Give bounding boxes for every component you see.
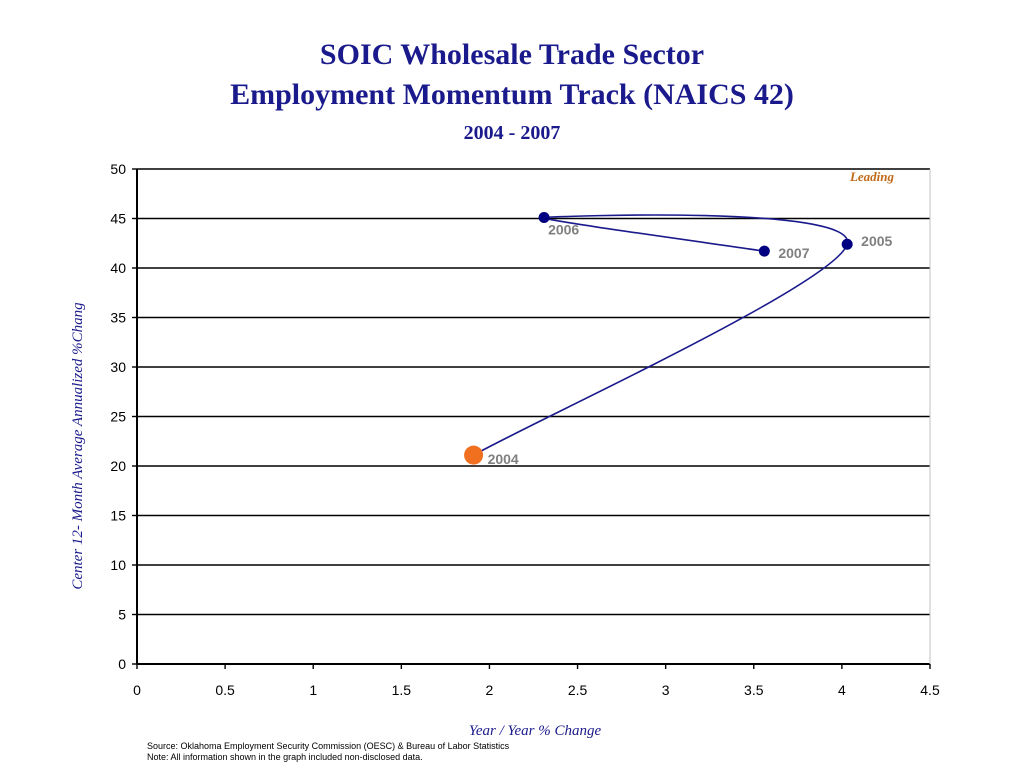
point-label-2007: 2007 bbox=[778, 245, 809, 261]
chart-title-line-2: Employment Momentum Track (NAICS 42) bbox=[230, 78, 794, 111]
x-tick-label: 3.5 bbox=[744, 682, 764, 698]
y-tick-label: 35 bbox=[110, 310, 126, 326]
x-tick-label: 4 bbox=[838, 682, 846, 698]
chart-title-line-1: SOIC Wholesale Trade Sector bbox=[319, 38, 705, 71]
disclosure-note: Note: All information shown in the graph… bbox=[147, 752, 423, 762]
y-tick-label: 20 bbox=[110, 458, 126, 474]
y-tick-label: 40 bbox=[110, 260, 126, 276]
x-tick-label: 3 bbox=[662, 682, 670, 698]
x-tick-label: 0 bbox=[133, 682, 141, 698]
point-label-2005: 2005 bbox=[861, 233, 892, 249]
y-tick-label: 5 bbox=[118, 607, 126, 623]
x-tick-labels: 0 0.5 1 1.5 2 2.5 3 3.5 4 4.5 bbox=[133, 682, 940, 698]
source-note: Source: Oklahoma Employment Security Com… bbox=[147, 741, 510, 751]
y-tick-label: 50 bbox=[110, 161, 126, 177]
x-axis-label: Year / Year % Change bbox=[469, 723, 602, 739]
point-label-2006: 2006 bbox=[548, 222, 579, 238]
y-tick-label: 45 bbox=[110, 211, 126, 227]
point-labels: 2004 2005 2006 2007 bbox=[488, 222, 893, 468]
y-tick-label: 15 bbox=[110, 508, 126, 524]
point-label-2004: 2004 bbox=[488, 451, 519, 467]
marker-2006 bbox=[538, 212, 550, 224]
y-tick-label: 0 bbox=[118, 656, 126, 672]
x-tick-label: 0.5 bbox=[215, 682, 235, 698]
quadrant-label-leading: Leading bbox=[849, 169, 895, 184]
start-marker-2004 bbox=[464, 445, 484, 465]
y-axis-label: Center 12- Month Average Annualized %Cha… bbox=[70, 302, 86, 590]
momentum-track-line bbox=[473, 214, 849, 456]
marker-2007 bbox=[758, 245, 770, 257]
data-markers bbox=[464, 212, 853, 465]
chart-subtitle: 2004 - 2007 bbox=[463, 122, 561, 144]
x-tick-label: 2.5 bbox=[568, 682, 588, 698]
x-tick-label: 4.5 bbox=[920, 682, 940, 698]
x-tick-label: 1.5 bbox=[392, 682, 412, 698]
marker-2005 bbox=[841, 238, 853, 250]
y-tick-label: 25 bbox=[110, 409, 126, 425]
gridlines bbox=[137, 168, 930, 616]
y-tick-labels: 0 5 10 15 20 25 30 35 40 45 50 bbox=[110, 161, 126, 672]
x-tick-label: 2 bbox=[486, 682, 494, 698]
y-tick-label: 10 bbox=[110, 557, 126, 573]
x-tick-label: 1 bbox=[309, 682, 317, 698]
y-tick-label: 30 bbox=[110, 359, 126, 375]
axes bbox=[132, 168, 931, 669]
